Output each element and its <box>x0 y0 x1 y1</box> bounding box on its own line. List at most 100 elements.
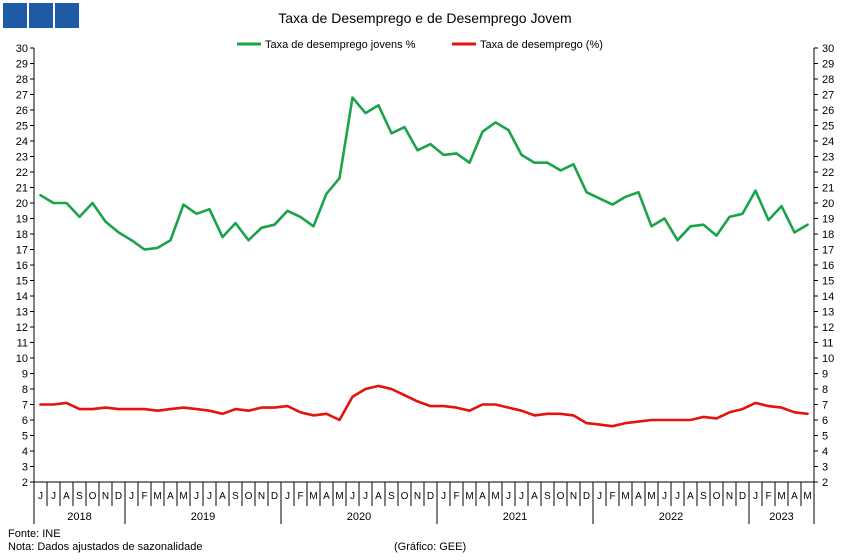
legend-label-1: Taxa de desemprego jovens % <box>265 39 416 51</box>
logo <box>3 3 79 28</box>
x-month-label: J <box>753 491 758 502</box>
x-month-label: M <box>335 491 343 502</box>
legend-label-2: Taxa de desemprego (%) <box>480 39 603 51</box>
logo-square-3 <box>55 3 79 28</box>
x-month-label: J <box>285 491 290 502</box>
x-month-label: O <box>557 491 565 502</box>
y-tick-label-right: 21 <box>822 183 834 195</box>
y-tick-label-right: 19 <box>822 214 834 226</box>
x-month-label: A <box>635 491 642 502</box>
x-month-label: D <box>115 491 122 502</box>
x-month-label: M <box>647 491 655 502</box>
y-tick-label-right: 14 <box>822 291 834 303</box>
y-tick-label-left: 7 <box>22 400 28 412</box>
x-month-label: D <box>739 491 746 502</box>
y-tick-label-left: 3 <box>22 462 28 474</box>
x-month-label: A <box>479 491 486 502</box>
y-tick-label-right: 16 <box>822 260 834 272</box>
year-label: 2022 <box>659 511 683 523</box>
y-tick-label-right: 17 <box>822 245 834 257</box>
x-month-label: D <box>427 491 434 502</box>
x-month-label: M <box>777 491 785 502</box>
y-tick-label-right: 26 <box>822 105 834 117</box>
x-month-label: O <box>401 491 409 502</box>
year-label: 2019 <box>191 511 215 523</box>
x-month-label: M <box>153 491 161 502</box>
year-label: 2021 <box>503 511 527 523</box>
x-month-label: N <box>570 491 577 502</box>
x-month-label: J <box>350 491 355 502</box>
x-month-label: J <box>363 491 368 502</box>
y-tick-label-left: 4 <box>22 446 28 458</box>
y-tick-label-left: 23 <box>16 152 28 164</box>
y-tick-label-right: 28 <box>822 74 834 86</box>
y-tick-label-left: 19 <box>16 214 28 226</box>
y-tick-label-left: 5 <box>22 431 28 443</box>
x-month-label: J <box>597 491 602 502</box>
y-tick-label-right: 4 <box>822 446 828 458</box>
x-month-label: M <box>309 491 317 502</box>
y-tick-label-left: 27 <box>16 90 28 102</box>
y-tick-label-left: 17 <box>16 245 28 257</box>
x-month-label: S <box>388 491 395 502</box>
y-tick-label-right: 3 <box>822 462 828 474</box>
y-tick-label-right: 29 <box>822 59 834 71</box>
x-month-label: A <box>167 491 174 502</box>
year-label: 2020 <box>347 511 371 523</box>
y-tick-label-right: 22 <box>822 167 834 179</box>
x-month-label: J <box>662 491 667 502</box>
y-tick-label-right: 24 <box>822 136 834 148</box>
y-tick-label-right: 18 <box>822 229 834 241</box>
y-tick-label-right: 10 <box>822 353 834 365</box>
x-month-label: S <box>76 491 83 502</box>
x-month-label: J <box>51 491 56 502</box>
x-month-label: M <box>621 491 629 502</box>
y-tick-label-left: 29 <box>16 59 28 71</box>
y-tick-label-left: 6 <box>22 415 28 427</box>
x-month-label: A <box>63 491 70 502</box>
x-month-label: M <box>179 491 187 502</box>
x-month-label: D <box>271 491 278 502</box>
x-month-label: M <box>803 491 811 502</box>
y-tick-label-right: 15 <box>822 276 834 288</box>
y-tick-label-left: 15 <box>16 276 28 288</box>
y-tick-label-left: 21 <box>16 183 28 195</box>
y-tick-label-right: 20 <box>822 198 834 210</box>
y-tick-label-right: 12 <box>822 322 834 334</box>
x-month-label: F <box>141 491 147 502</box>
note-text: Nota: Dados ajustados de sazonalidade <box>8 541 203 553</box>
x-month-label: F <box>297 491 303 502</box>
x-month-label: D <box>583 491 590 502</box>
x-month-label: J <box>441 491 446 502</box>
y-tick-label-left: 26 <box>16 105 28 117</box>
y-tick-label-left: 9 <box>22 369 28 381</box>
x-month-label: J <box>38 491 43 502</box>
x-month-label: N <box>102 491 109 502</box>
y-tick-label-left: 2 <box>22 477 28 489</box>
x-month-label: F <box>765 491 771 502</box>
y-tick-label-left: 25 <box>16 121 28 133</box>
chart-title: Taxa de Desemprego e de Desemprego Jovem <box>278 10 571 26</box>
y-tick-label-right: 9 <box>822 369 828 381</box>
y-tick-label-right: 25 <box>822 121 834 133</box>
x-month-label: M <box>465 491 473 502</box>
x-month-label: A <box>687 491 694 502</box>
x-month-label: J <box>519 491 524 502</box>
x-month-label: O <box>245 491 253 502</box>
y-tick-label-right: 27 <box>822 90 834 102</box>
y-tick-label-left: 30 <box>16 43 28 55</box>
y-tick-label-right: 8 <box>822 384 828 396</box>
y-tick-label-left: 10 <box>16 353 28 365</box>
x-month-label: F <box>609 491 615 502</box>
y-tick-label-left: 14 <box>16 291 28 303</box>
series-line-2 <box>39 384 809 428</box>
x-month-label: J <box>129 491 134 502</box>
year-label: 2023 <box>769 511 793 523</box>
x-month-label: A <box>375 491 382 502</box>
y-tick-label-left: 12 <box>16 322 28 334</box>
y-tick-label-right: 13 <box>822 307 834 319</box>
x-month-label: A <box>323 491 330 502</box>
y-tick-label-left: 20 <box>16 198 28 210</box>
y-tick-label-left: 8 <box>22 384 28 396</box>
